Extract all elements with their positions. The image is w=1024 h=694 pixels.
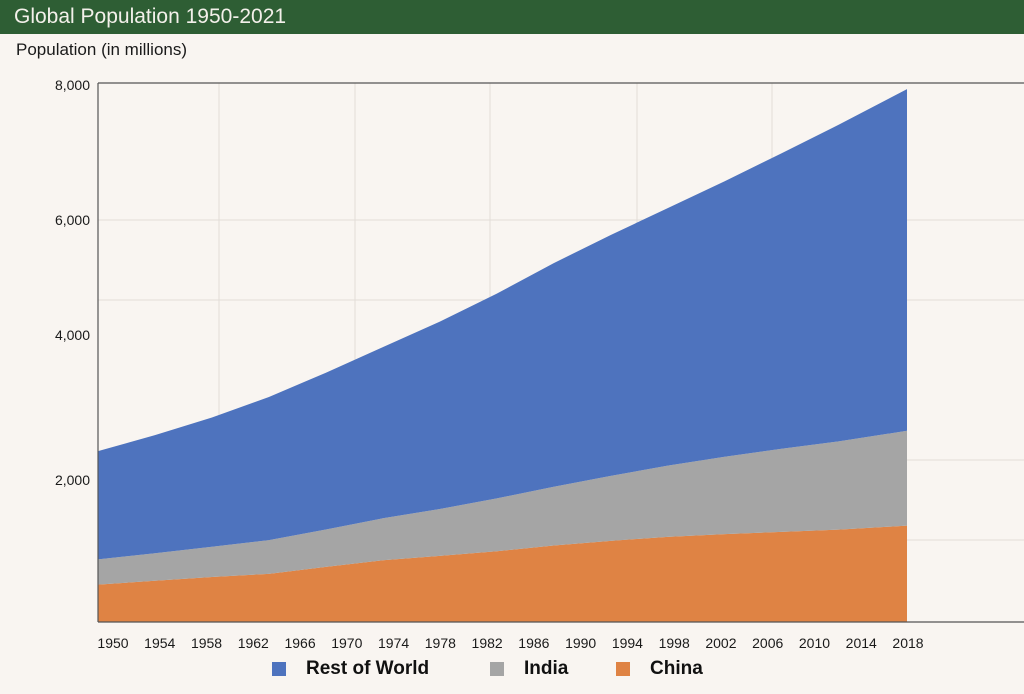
legend-label: India <box>524 658 569 679</box>
legend-swatch <box>272 662 286 676</box>
legend: Rest of World India China <box>0 658 1024 684</box>
x-tick-label: 2006 <box>752 635 783 651</box>
legend-label: China <box>650 658 703 679</box>
y-tick-label: 8,000 <box>55 77 90 93</box>
x-tick-label: 1962 <box>238 635 269 651</box>
y-tick-label: 2,000 <box>55 472 90 488</box>
area-rest-of-world <box>98 89 907 560</box>
y-tick-label: 4,000 <box>55 327 90 343</box>
legend-item-india: India <box>490 658 568 680</box>
x-tick-label: 1994 <box>612 635 643 651</box>
legend-item-china: China <box>616 658 703 680</box>
chart-title: Global Population 1950-2021 <box>0 0 1024 34</box>
x-tick-label: 1950 <box>97 635 128 651</box>
x-tick-label: 1970 <box>331 635 362 651</box>
area-india <box>98 430 907 585</box>
legend-swatch <box>490 662 504 676</box>
x-tick-label: 2010 <box>799 635 830 651</box>
x-tick-label: 2002 <box>705 635 736 651</box>
area-china <box>98 525 907 622</box>
legend-label: Rest of World <box>306 658 430 679</box>
x-tick-label: 1990 <box>565 635 596 651</box>
y-axis-label: Population (in millions) <box>16 40 188 59</box>
y-tick-label: 6,000 <box>55 212 90 228</box>
x-tick-label: 1958 <box>191 635 222 651</box>
legend-swatch <box>616 662 630 676</box>
x-tick-label: 1998 <box>659 635 690 651</box>
x-tick-label: 2018 <box>892 635 923 651</box>
x-tick-label: 1954 <box>144 635 175 651</box>
x-tick-label: 1966 <box>284 635 315 651</box>
x-tick-label: 2014 <box>846 635 877 651</box>
legend-item-rest-of-world: Rest of World <box>272 658 429 680</box>
x-tick-label: 1974 <box>378 635 409 651</box>
x-tick-label: 1982 <box>472 635 503 651</box>
x-tick-label: 1978 <box>425 635 456 651</box>
x-tick-label: 1986 <box>518 635 549 651</box>
